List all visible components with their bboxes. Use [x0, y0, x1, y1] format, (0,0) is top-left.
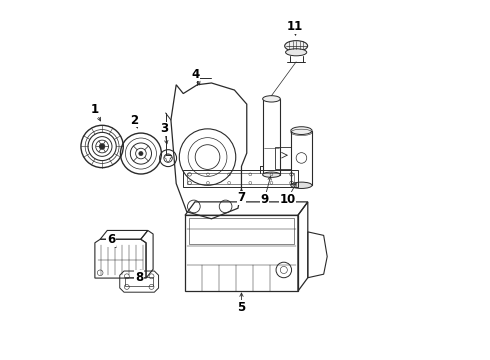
Bar — [291, 131, 312, 185]
Text: 1: 1 — [91, 103, 99, 116]
Text: 3: 3 — [161, 122, 169, 135]
Text: 5: 5 — [237, 301, 245, 314]
Text: 2: 2 — [130, 113, 138, 126]
Text: 11: 11 — [286, 20, 302, 33]
Ellipse shape — [291, 182, 312, 189]
Ellipse shape — [286, 49, 307, 56]
Text: 10: 10 — [279, 193, 295, 206]
Bar — [263, 99, 280, 175]
Bar — [183, 170, 298, 187]
Ellipse shape — [285, 41, 308, 51]
Circle shape — [99, 144, 105, 149]
Ellipse shape — [263, 172, 280, 177]
Bar — [187, 173, 294, 184]
Text: 4: 4 — [192, 68, 200, 81]
Ellipse shape — [291, 127, 312, 135]
Text: 9: 9 — [260, 193, 269, 206]
Text: 8: 8 — [135, 270, 143, 284]
Circle shape — [139, 152, 143, 156]
Bar — [189, 217, 294, 244]
Text: 7: 7 — [238, 191, 245, 204]
Ellipse shape — [263, 96, 280, 102]
Text: 6: 6 — [107, 234, 115, 247]
